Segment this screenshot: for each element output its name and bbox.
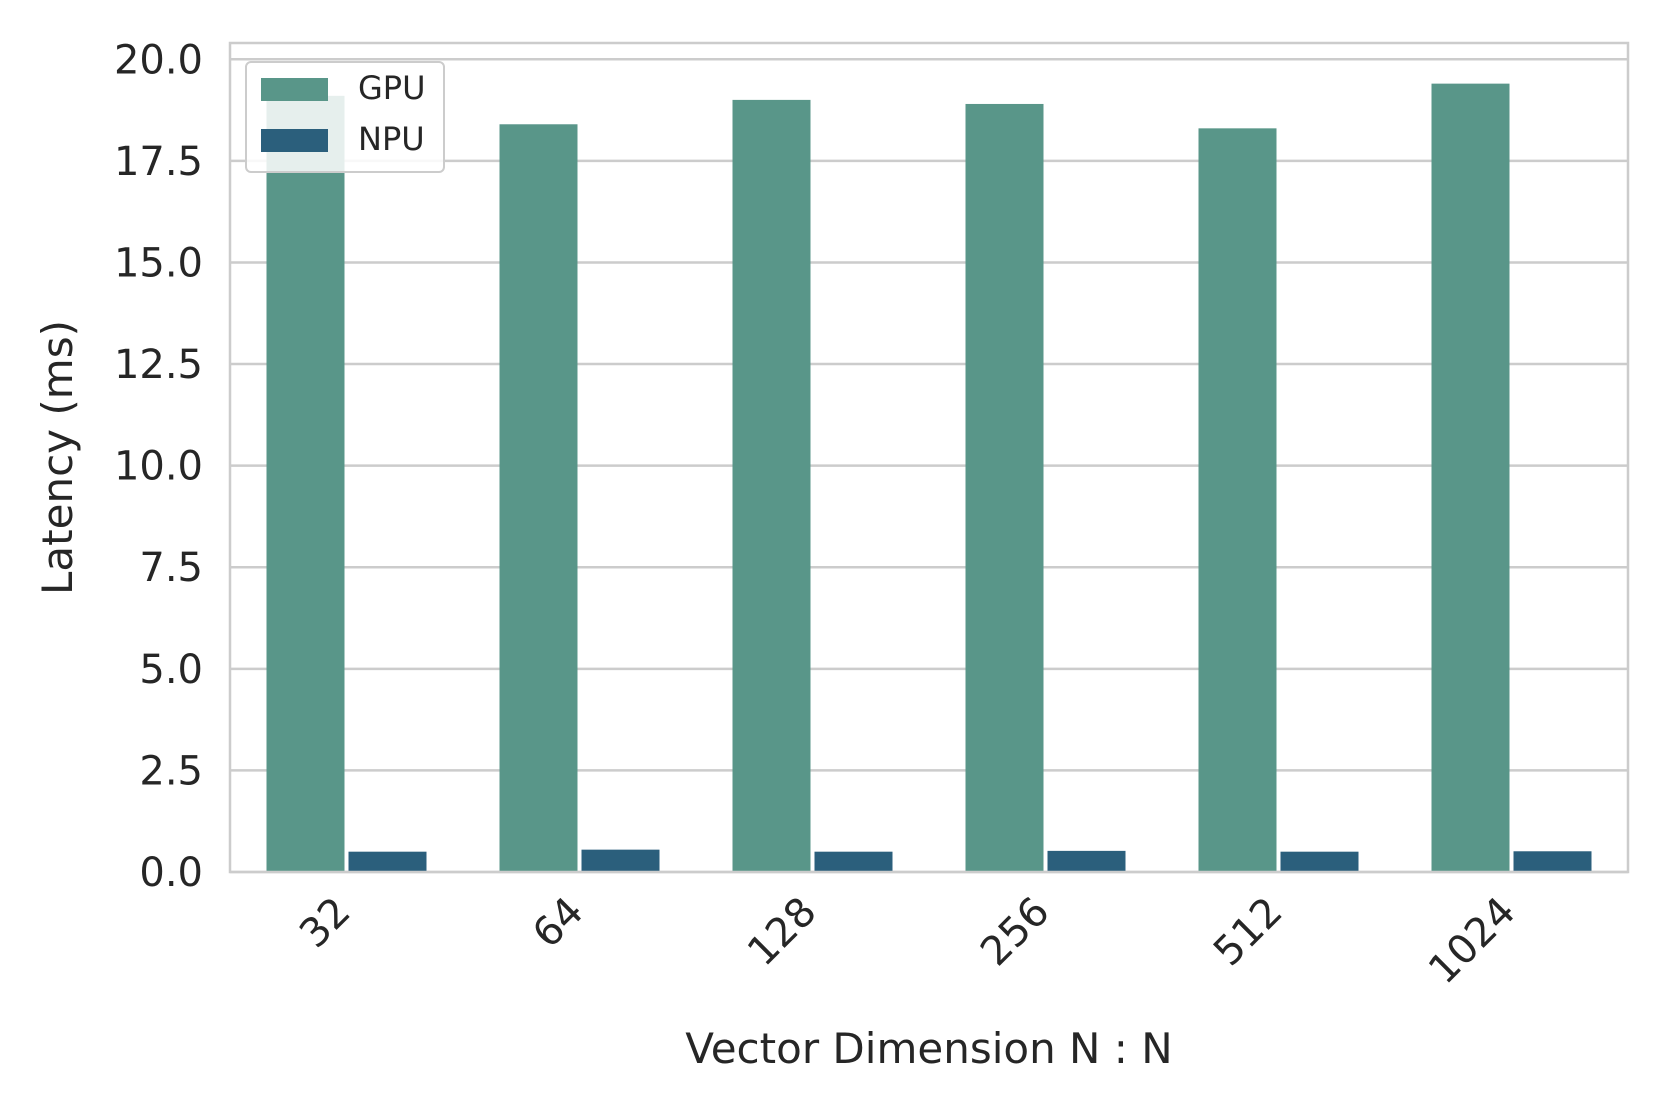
x-tick-label: 32 — [291, 889, 360, 958]
x-tick-label: 1024 — [1420, 889, 1525, 994]
bar-gpu — [266, 95, 345, 872]
bar-gpu — [732, 99, 811, 873]
legend-swatch-npu — [261, 129, 328, 152]
bar-npu — [1280, 851, 1359, 872]
legend: GPU NPU — [245, 61, 445, 173]
y-tick-label: 12.5 — [114, 342, 203, 388]
bar-gpu — [1431, 83, 1510, 872]
y-tick-label: 15.0 — [114, 240, 203, 286]
bar-gpu — [965, 103, 1044, 873]
legend-swatch-gpu — [261, 78, 328, 101]
y-axis-label: Latency (ms) — [33, 320, 82, 595]
y-tick-label: 0.0 — [139, 850, 203, 896]
bar-npu — [1047, 850, 1126, 872]
bar-npu — [1513, 851, 1592, 872]
x-tick-label: 128 — [739, 889, 826, 976]
bar-gpu — [499, 124, 578, 872]
legend-label-npu: NPU — [358, 120, 425, 158]
x-tick-label: 512 — [1205, 889, 1292, 976]
x-tick-label: 256 — [972, 889, 1059, 976]
y-tick-label: 17.5 — [114, 139, 203, 185]
x-tick-labels: 32 64 128 256 512 1024 — [291, 889, 1525, 994]
bars — [266, 83, 1592, 873]
bar-gpu — [1198, 128, 1277, 872]
bar-npu — [581, 849, 660, 872]
y-tick-label: 2.5 — [139, 748, 203, 794]
bar-npu — [348, 851, 427, 872]
y-tick-label: 10.0 — [114, 444, 203, 490]
bar-npu — [814, 851, 893, 872]
y-tick-label: 7.5 — [139, 545, 203, 591]
legend-label-gpu: GPU — [358, 69, 426, 107]
grid-lines — [230, 58, 1628, 874]
y-tick-label: 20.0 — [114, 37, 203, 83]
plot-frame — [228, 41, 1630, 874]
y-tick-labels: 0.0 2.5 5.0 7.5 10.0 12.5 15.0 17.5 20.0 — [114, 37, 203, 896]
x-tick-label: 64 — [524, 889, 593, 958]
y-tick-label: 5.0 — [139, 647, 203, 693]
x-axis-label: Vector Dimension N : N — [685, 1024, 1172, 1073]
